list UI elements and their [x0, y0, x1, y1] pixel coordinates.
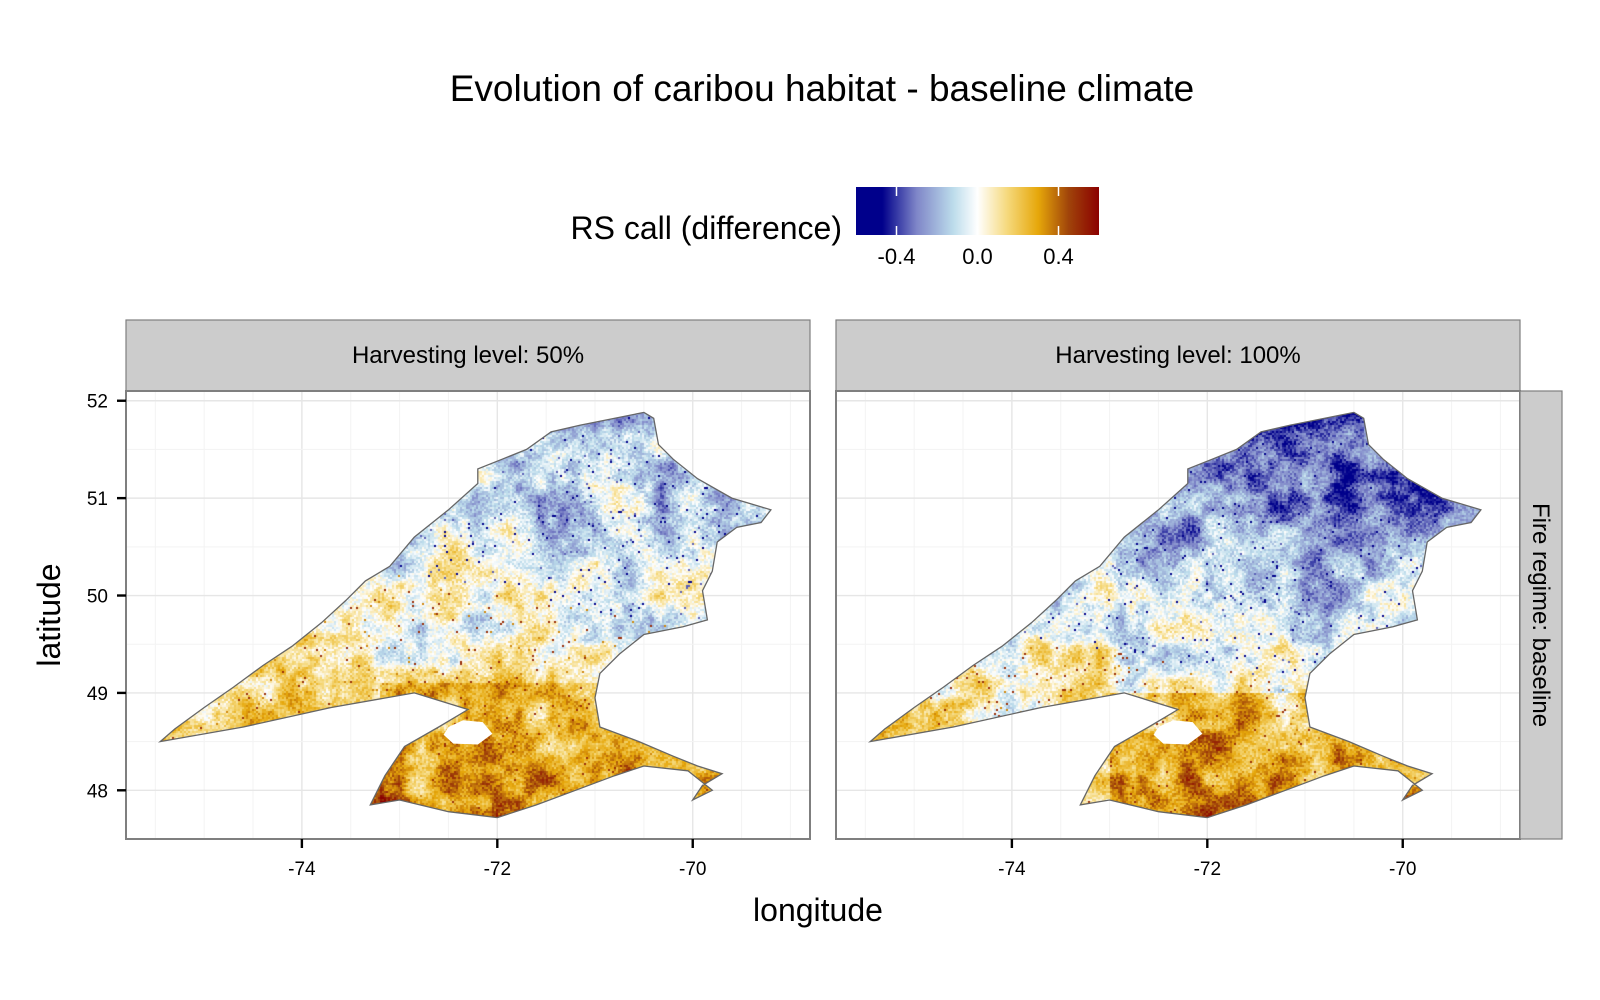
x-tick-label: -70	[1389, 859, 1416, 880]
x-axis-title: longitude	[753, 892, 883, 928]
y-tick-label: 48	[87, 781, 108, 802]
y-tick-label: 50	[87, 587, 108, 608]
facet-panel-harvest-100: Harvesting level: 100%	[835, 319, 1521, 840]
facet-row-strip	[1519, 390, 1563, 840]
x-tick-label: -72	[484, 859, 511, 880]
y-tick-label: 49	[87, 684, 108, 705]
region-outline	[867, 411, 1482, 819]
legend-ticks: -0.4 0.0 0.4	[878, 187, 1074, 269]
legend-tick-label: 0.0	[962, 244, 993, 269]
lake-area	[443, 720, 493, 745]
x-tick-label: -74	[288, 859, 316, 880]
x-tick-label: -74	[998, 859, 1026, 880]
legend-tick-label: -0.4	[878, 244, 916, 269]
facet-strip-harvest-50	[125, 319, 811, 392]
y-tick-label: 51	[87, 489, 108, 510]
facet-strip-harvest-100	[835, 319, 1521, 392]
x-axis-harvest-50: -74 -72 -70	[288, 839, 706, 880]
y-axis-title: latitude	[31, 563, 67, 666]
facet-strip-label-harvest-100: Harvesting level: 100%	[1055, 342, 1300, 369]
legend: RS call (difference) -0.4 0.0 0.4	[570, 187, 1099, 269]
facet-strip-label-harvest-50: Harvesting level: 50%	[352, 342, 584, 369]
plot-border-harvest-50	[125, 390, 811, 840]
y-tick-label: 52	[87, 392, 108, 413]
lake-area	[1153, 720, 1203, 745]
facet-row-strip-label: Fire regime: baseline	[1527, 503, 1554, 727]
region-outline	[157, 411, 772, 819]
facet-panel-harvest-50: Harvesting level: 50%	[125, 319, 811, 840]
y-axis: 48 49 50 51 52	[87, 392, 126, 802]
x-axis-harvest-100: -74 -72 -70	[998, 839, 1416, 880]
x-tick-label: -72	[1194, 859, 1221, 880]
legend-title: RS call (difference)	[570, 210, 842, 246]
x-tick-label: -70	[679, 859, 706, 880]
legend-tick-label: 0.4	[1043, 244, 1074, 269]
figure-title: Evolution of caribou habitat - baseline …	[450, 68, 1195, 109]
